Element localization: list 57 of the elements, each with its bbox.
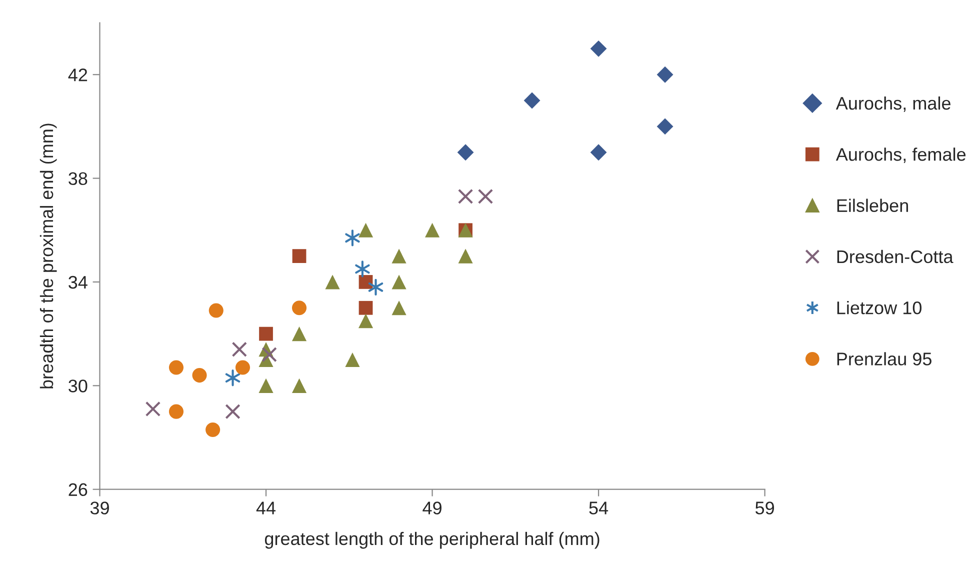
point	[368, 278, 384, 296]
point	[358, 275, 373, 289]
point	[656, 66, 674, 83]
point	[590, 144, 607, 161]
point	[145, 401, 161, 417]
point	[235, 360, 250, 375]
x-tick-label: 49	[422, 502, 442, 514]
point	[524, 92, 540, 109]
point	[208, 303, 224, 318]
x-axis-title: greatest length of the peripheral half (mm)	[264, 532, 600, 549]
y-tick-label: 26	[68, 483, 88, 496]
x-tick-label: 44	[256, 502, 276, 514]
point	[206, 422, 220, 438]
point	[458, 188, 474, 204]
point	[292, 249, 306, 263]
point	[168, 360, 184, 375]
point	[392, 274, 406, 290]
point	[358, 314, 374, 328]
point	[292, 378, 307, 393]
y-tick-label: 42	[68, 68, 88, 82]
point	[258, 378, 274, 393]
point	[358, 222, 374, 238]
point	[478, 188, 494, 204]
legend-label: Eilsleben	[837, 198, 908, 212]
point	[225, 370, 240, 386]
point	[355, 260, 370, 278]
point	[424, 222, 440, 238]
legend-label: Aurochs, male	[836, 96, 950, 112]
point	[225, 404, 240, 420]
point	[590, 40, 607, 57]
point	[345, 230, 360, 246]
point	[458, 248, 473, 264]
point	[345, 352, 360, 368]
x-tick-label: 54	[589, 502, 608, 514]
point	[325, 274, 340, 290]
legend-label: Prenzlau 95	[837, 352, 932, 366]
x-tick-label: 39	[90, 502, 109, 514]
point	[358, 300, 373, 315]
y-tick-label: 34	[68, 276, 88, 289]
y-tick-label: 30	[68, 380, 88, 392]
point	[168, 404, 184, 419]
point	[292, 326, 307, 342]
y-tick-label: 38	[68, 172, 88, 186]
point	[457, 144, 474, 161]
legend-label: Aurochs, female	[836, 148, 966, 163]
point	[262, 346, 277, 362]
y-axis-title: breadth of the proximal end (mm)	[40, 124, 57, 388]
point	[656, 118, 674, 135]
point	[392, 248, 406, 264]
x-tick-label: 59	[755, 502, 774, 514]
point	[392, 300, 406, 316]
point	[259, 326, 273, 341]
legend-label: Dresden-Cotta	[837, 250, 954, 264]
point	[232, 342, 248, 357]
point	[192, 368, 207, 383]
point	[292, 300, 307, 316]
legend-label: Lietzow 10	[837, 301, 922, 314]
